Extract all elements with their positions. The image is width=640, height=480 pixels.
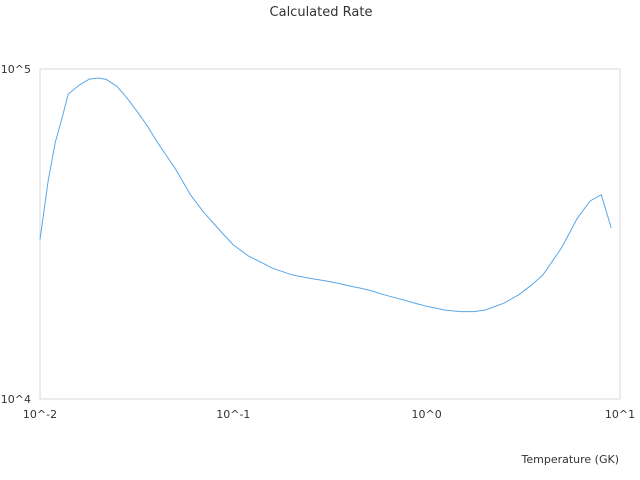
series-line-0 — [39, 77, 612, 313]
x-tick-label: 10^-1 — [216, 408, 250, 421]
x-axis-label: Temperature (GK) — [521, 453, 620, 466]
x-tick-label: 10^0 — [412, 408, 442, 421]
plot-area — [39, 68, 621, 400]
chart-title: Calculated Rate — [270, 5, 373, 20]
y-tick-label: 10^5 — [1, 63, 31, 76]
y-tick-label: 10^4 — [1, 393, 31, 406]
x-tick-label: 10^1 — [605, 408, 635, 421]
x-tick-label: 10^-2 — [23, 408, 57, 421]
